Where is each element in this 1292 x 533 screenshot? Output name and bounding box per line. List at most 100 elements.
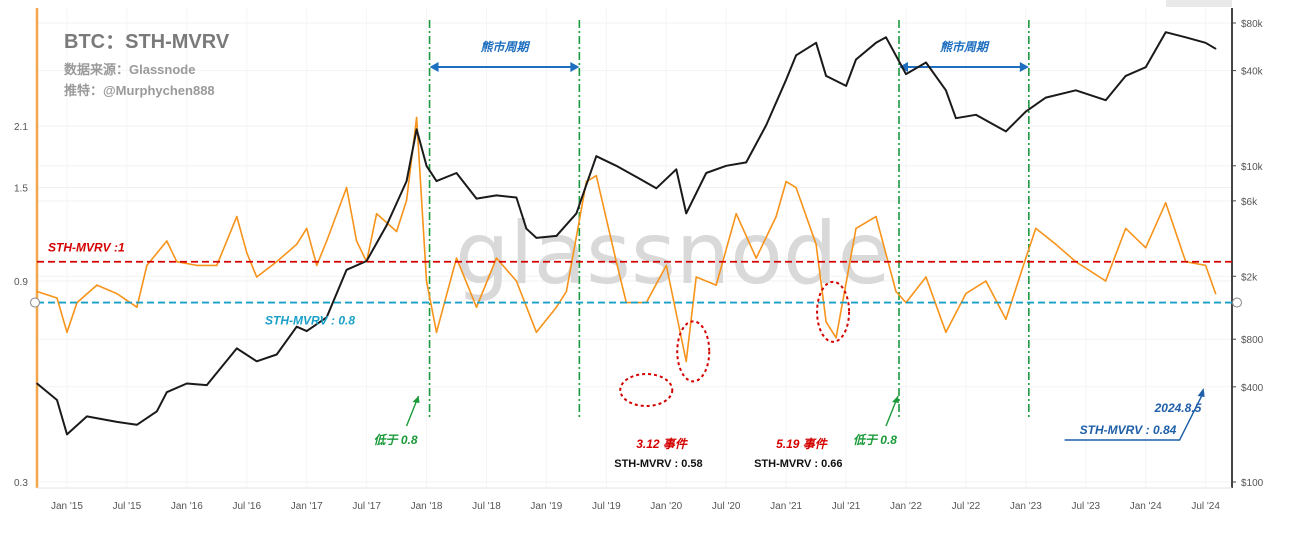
btc-price-point: [925, 61, 927, 64]
x-axis-tick-label: Jul '21: [832, 501, 861, 512]
sth-mvrv-point: [1005, 318, 1007, 321]
x-axis-tick-label: Jan '19: [530, 501, 562, 512]
sth-mvrv-point: [795, 186, 797, 189]
sth-mvrv-point: [425, 280, 428, 282]
below-0-8-label: 低于 0.8: [374, 433, 418, 447]
right-axis-tick-label: $2k: [1241, 272, 1258, 283]
sth-mvrv-point: [875, 215, 877, 218]
btc-price-point: [905, 73, 907, 75]
btc-price-point: [945, 89, 947, 92]
btc-price-point: [186, 382, 188, 385]
btc-price-point: [575, 212, 578, 215]
x-axis-tick-label: Jan '16: [171, 501, 203, 512]
below-0-8-arrow-icon: [891, 396, 899, 403]
btc-price-point: [425, 164, 428, 167]
btc-price-point: [325, 316, 328, 319]
sth-mvrv-point: [785, 180, 787, 183]
sth-mvrv-point: [235, 215, 238, 218]
btc-price-point: [295, 325, 298, 328]
sth-mvrv-point: [755, 257, 757, 259]
btc-price-point: [1164, 31, 1167, 33]
sth-mvrv-point: [695, 276, 698, 278]
sth-mvrv-point: [945, 331, 947, 334]
sth-mvrv-point: [535, 331, 538, 334]
sth-mvrv-point: [325, 240, 328, 242]
sth-mvrv-point: [1204, 264, 1207, 267]
event-label: 3.12 事件: [636, 437, 689, 451]
below-0-8-label: 低于 0.8: [853, 433, 897, 447]
sth-mvrv-point: [855, 227, 857, 230]
btc-price-point: [435, 180, 438, 182]
sth-mvrv-point: [825, 321, 827, 323]
x-axis-tick-label: Jan '15: [51, 501, 83, 512]
btc-price-point: [815, 41, 817, 44]
sth-mvrv-point: [295, 243, 298, 246]
event-value-label: STH-MVRV : 0.58: [614, 458, 702, 470]
x-axis-tick-label: Jan '20: [650, 501, 682, 512]
sth-mvrv-point: [56, 297, 58, 299]
bear-cycle-arrow-left-icon: [898, 62, 908, 72]
btc-price-point: [235, 347, 238, 350]
sth-mvrv-point: [395, 230, 398, 233]
right-handle-icon: [1232, 297, 1242, 308]
sth-mvrv-point: [475, 306, 478, 308]
right-axis-tick-label: $400: [1241, 383, 1264, 394]
left-axis-tick-label: 1.5: [14, 184, 28, 195]
sth-mvrv-point: [715, 284, 718, 286]
right-axis-tick-label: $6k: [1241, 197, 1258, 208]
btc-price-point: [675, 168, 678, 171]
btc-price-point: [415, 128, 418, 131]
btc-price-point: [206, 384, 208, 386]
sth-mvrv-point: [895, 290, 897, 293]
sth-mvrv-point: [146, 264, 148, 267]
btc-price-point: [725, 164, 727, 167]
btc-price-point: [765, 124, 767, 127]
sth-mvrv-point: [375, 212, 378, 215]
sth-mvrv-point: [495, 257, 498, 259]
btc-price-point: [885, 36, 887, 39]
right-axis-tick-label: $40k: [1241, 67, 1264, 78]
sth-mvrv-point: [735, 212, 737, 215]
btc-price-point: [745, 161, 747, 164]
latest-value-label: STH-MVRV : 0.84: [1080, 423, 1177, 437]
btc-price-point: [455, 172, 458, 174]
btc-price-point: [405, 180, 408, 182]
btc-price-point: [515, 196, 518, 199]
sth-mvrv-point: [1164, 202, 1167, 204]
btc-price-point: [1074, 89, 1077, 92]
left-axis-tick-label: 0.9: [14, 277, 28, 288]
sth-mvrv-point: [36, 290, 38, 293]
chart-title: BTC：STH-MVRV: [64, 31, 230, 53]
sth-mvrv-point: [965, 292, 967, 295]
x-axis-tick-label: Jul '16: [232, 501, 261, 512]
sth-mvrv-0-8-label: STH-MVRV : 0.8: [265, 314, 355, 328]
btc-price-point: [385, 224, 388, 227]
btc-price-point: [66, 433, 68, 436]
btc-price-point: [1204, 41, 1207, 44]
x-axis-tick-label: Jul '19: [592, 501, 621, 512]
btc-price-point: [136, 424, 138, 426]
right-axis-tick-label: $800: [1241, 335, 1264, 346]
sth-mvrv-point: [196, 264, 198, 267]
x-axis-tick-label: Jul '18: [472, 501, 501, 512]
sth-mvrv-point: [305, 227, 308, 230]
source-label: 数据来源：Glassnode: [64, 62, 195, 77]
twitter-label: 推特：@Murphychen888: [64, 83, 215, 98]
sth-mvrv-point: [136, 306, 138, 308]
btc-price-point: [785, 78, 787, 81]
left-handle-icon: [30, 297, 40, 308]
right-axis-tick-label: $10k: [1241, 162, 1264, 173]
sth-mvrv-point: [1144, 246, 1147, 249]
x-axis-tick-label: Jul '22: [952, 501, 981, 512]
sth-mvrv-point: [345, 186, 348, 189]
sth-mvrv-point: [565, 290, 568, 293]
sth-mvrv-point: [176, 260, 178, 263]
sth-mvrv-point: [985, 280, 987, 282]
btc-price-point: [525, 227, 528, 230]
sth-mvrv-point: [925, 276, 927, 278]
btc-price-point: [495, 194, 498, 197]
sth-mvrv-point: [835, 336, 837, 339]
event-value-label: STH-MVRV : 0.66: [754, 458, 842, 470]
